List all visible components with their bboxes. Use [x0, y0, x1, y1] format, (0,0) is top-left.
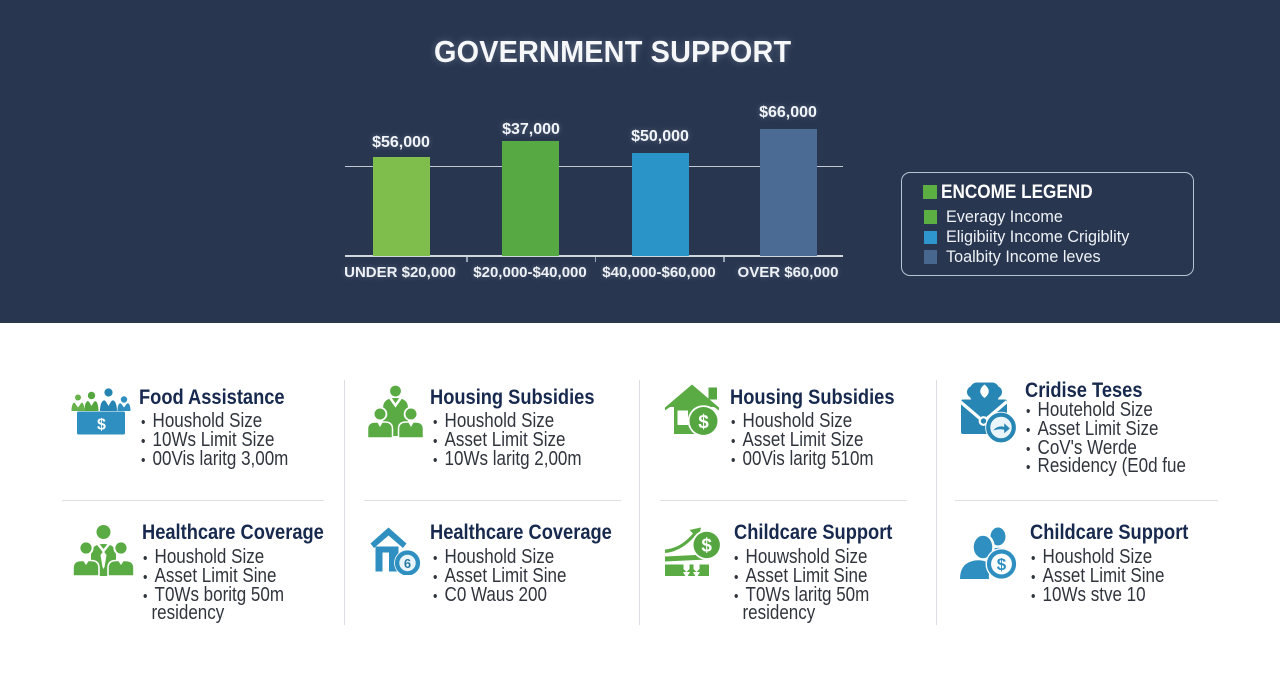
svg-text:$: $ [698, 412, 709, 433]
svg-text:$: $ [97, 417, 106, 434]
svg-text:$: $ [997, 555, 1007, 574]
svg-text:$: $ [701, 536, 712, 557]
svg-text:6: 6 [404, 556, 411, 571]
